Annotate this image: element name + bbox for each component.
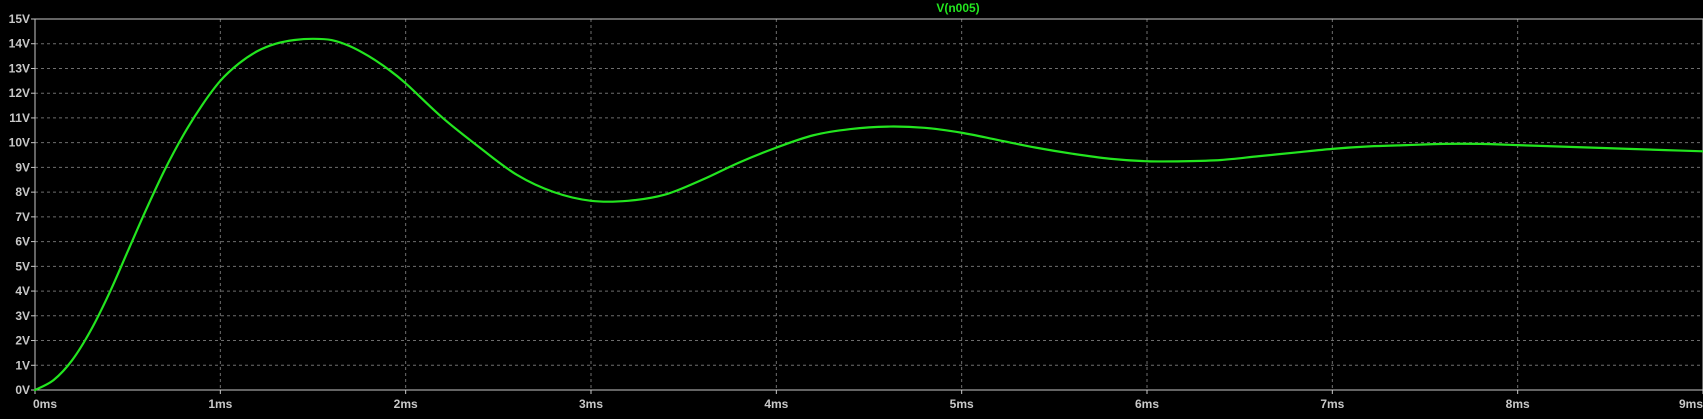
- series-layer: [33, 37, 1703, 392]
- x-tick-label: 7ms: [1320, 397, 1344, 411]
- y-tick-label: 9V: [15, 160, 30, 174]
- trace-title[interactable]: V(n005): [936, 1, 979, 15]
- y-tick-label: 2V: [15, 334, 30, 348]
- y-tick-label: 12V: [9, 86, 30, 100]
- y-tick-label: 7V: [15, 210, 30, 224]
- y-tick-label: 15V: [9, 12, 30, 26]
- axis-tick-labels: 0V 1V 2V 3V 4V 5V 6V 7V 8V 9V 10V 11V 12V 13V 14V 15V 0m…: [9, 12, 1703, 411]
- axis-ticks: [31, 18, 1703, 394]
- x-tick-label: 1ms: [208, 397, 232, 411]
- grid-lines: [35, 19, 1703, 390]
- x-tick-label: 5ms: [950, 397, 974, 411]
- y-tick-label: 6V: [15, 235, 30, 249]
- series-line-v-n005[interactable]: [33, 37, 1703, 392]
- x-tick-label: 8ms: [1506, 397, 1530, 411]
- y-tick-label: 14V: [9, 37, 30, 51]
- plot-frame: [34, 18, 1703, 391]
- x-tick-label: 2ms: [394, 397, 418, 411]
- y-tick-label: 5V: [15, 259, 30, 273]
- y-tick-label: 13V: [9, 61, 30, 75]
- y-tick-label: 1V: [15, 358, 30, 372]
- x-tick-label: 4ms: [764, 397, 788, 411]
- x-tick-label: 3ms: [579, 397, 603, 411]
- y-tick-label: 11V: [9, 111, 30, 125]
- x-tick-label: 6ms: [1135, 397, 1159, 411]
- y-tick-label: 10V: [9, 136, 30, 150]
- x-tick-label: 9ms: [1679, 397, 1703, 411]
- y-tick-label: 8V: [15, 185, 30, 199]
- y-tick-label: 3V: [15, 309, 30, 323]
- x-tick-label: 0ms: [33, 397, 57, 411]
- y-tick-label: 4V: [15, 284, 30, 298]
- y-tick-label: 0V: [15, 383, 30, 397]
